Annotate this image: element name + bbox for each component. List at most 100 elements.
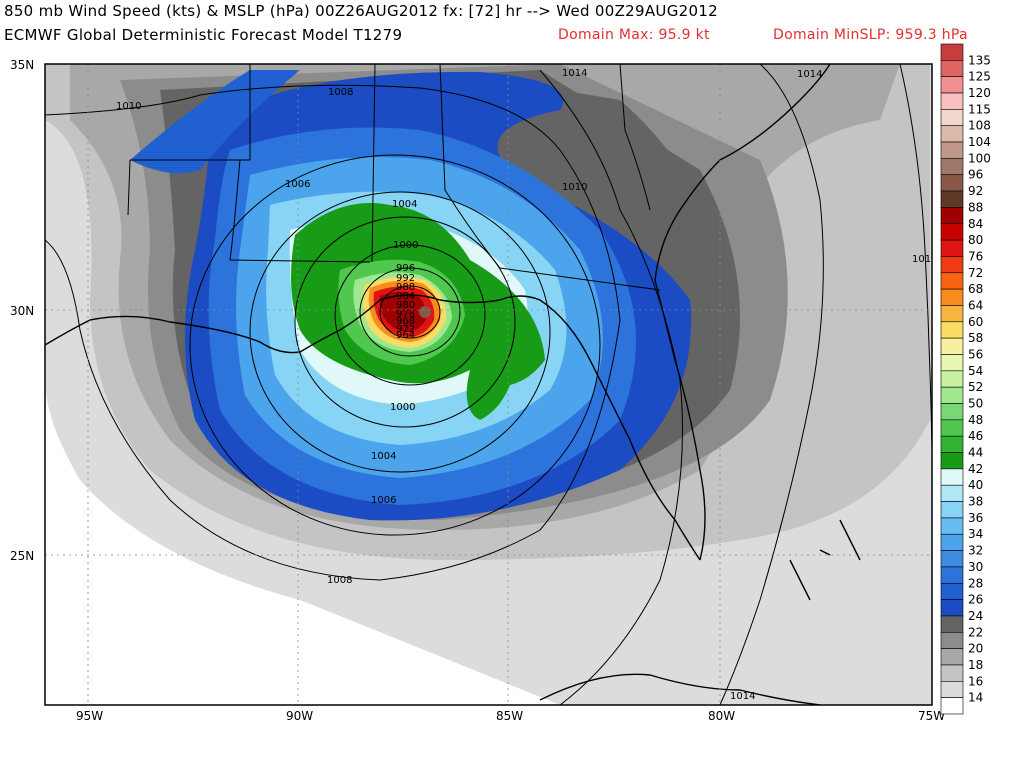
legend-level-label: 42 [968, 462, 983, 476]
legend-swatch [940, 615, 964, 633]
legend-level-label: 92 [968, 184, 983, 198]
eye-wind-zone [419, 306, 431, 318]
legend-level-label: 44 [968, 446, 983, 460]
legend-level-label: 34 [968, 527, 983, 541]
legend-swatch [940, 681, 964, 698]
isobar-label: 996 [396, 263, 415, 274]
legend-swatch [940, 664, 964, 682]
lat-label: 25N [10, 549, 34, 563]
wind-zone-26-nw [130, 70, 300, 174]
legend-swatch [940, 550, 964, 568]
legend-swatch [940, 501, 964, 519]
legend-level-label: 125 [968, 70, 991, 84]
legend-swatch [940, 533, 964, 551]
legend-level-label: 30 [968, 560, 983, 574]
legend-level-label: 96 [968, 168, 983, 182]
isobar-label: 1000 [390, 402, 415, 413]
legend-level-label: 64 [968, 298, 983, 312]
lon-label: 80W [708, 709, 735, 723]
isobar-label: 964 [396, 330, 415, 341]
legend-level-label: 46 [968, 429, 983, 443]
legend-swatch [940, 190, 964, 208]
state-borders [127, 64, 661, 291]
legend-swatch [940, 337, 964, 355]
isobar-label: 976 [396, 309, 415, 320]
legend-level-label: 22 [968, 625, 983, 639]
legend-swatch [940, 174, 964, 192]
legend-level-label: 54 [968, 364, 983, 378]
lon-label: 85W [496, 709, 523, 723]
title-line-2: ECMWF Global Deterministic Forecast Mode… [4, 26, 403, 44]
legend-swatch [940, 452, 964, 470]
lon-label: 75W [918, 709, 945, 723]
isobar-label: 1014 [797, 69, 822, 80]
map-area: 1010 1008 1006 1004 1000 996 992 988 984… [45, 64, 937, 705]
legend-level-label: 52 [968, 380, 983, 394]
isobar-label: 1010 [562, 182, 587, 193]
domain-min-slp-label: Domain MinSLP: 959.3 hPa [773, 27, 968, 43]
legend-level-label: 28 [968, 576, 983, 590]
lon-axis: 95W 90W 85W 80W 75W [76, 709, 945, 723]
legend-swatch [940, 109, 964, 127]
legend-swatch [940, 43, 964, 61]
lat-label: 30N [10, 304, 34, 318]
legend-swatch [940, 321, 964, 339]
isobar-label: 1016 [912, 254, 937, 265]
legend-level-label: 84 [968, 217, 983, 231]
legend-level-label: 20 [968, 642, 983, 656]
legend-level-label: 72 [968, 266, 983, 280]
legend-level-label: 26 [968, 593, 983, 607]
legend-swatch [940, 223, 964, 241]
isobar-label: 1004 [392, 199, 417, 210]
legend-level-label: 50 [968, 397, 983, 411]
coastlines [45, 64, 861, 705]
legend-level-label: 18 [968, 658, 983, 672]
legend-swatch [940, 468, 964, 486]
wind-zone-22-east [560, 90, 720, 260]
lat-axis: 35N 30N 25N [10, 58, 34, 563]
isobar-label: 1014 [562, 68, 587, 79]
lon-label: 95W [76, 709, 103, 723]
legend-level-label: 40 [968, 478, 983, 492]
isobar-label: 988 [396, 282, 415, 293]
legend-swatch [940, 582, 964, 600]
legend-swatch [940, 305, 964, 323]
legend-swatch [940, 370, 964, 388]
legend-swatch [940, 288, 964, 306]
legend-level-label: 60 [968, 315, 983, 329]
legend-level-label: 115 [968, 102, 991, 116]
isobar-label: 1014 [730, 691, 755, 702]
legend-swatch [940, 599, 964, 617]
legend-swatch [940, 158, 964, 176]
legend-level-label: 80 [968, 233, 983, 247]
legend-level-label: 24 [968, 609, 983, 623]
legend-swatch [940, 566, 964, 584]
isobar-label: 1008 [327, 575, 352, 586]
map-frame [44, 63, 933, 706]
legend-swatch [940, 403, 964, 421]
isobar-label: 1004 [371, 451, 396, 462]
legend-swatch [940, 92, 964, 110]
legend-level-label: 68 [968, 282, 983, 296]
legend-level-label: 76 [968, 249, 983, 263]
legend-swatch [940, 631, 964, 649]
isobar-label: 1008 [328, 87, 353, 98]
legend-swatch [940, 207, 964, 225]
legend-level-label: 16 [968, 674, 983, 688]
isobar-label: 968 [396, 316, 415, 327]
legend-swatch [940, 256, 964, 274]
isobar-label: 1010 [116, 101, 141, 112]
legend-level-label: 108 [968, 119, 991, 133]
legend-swatch [940, 435, 964, 453]
title-line-1: 850 mb Wind Speed (kts) & MSLP (hPa) 00Z… [4, 2, 719, 20]
legend-level-label: 88 [968, 200, 983, 214]
legend-level-label: 38 [968, 495, 983, 509]
legend-level-label: 104 [968, 135, 991, 149]
legend-level-label: 58 [968, 331, 983, 345]
legend-swatch [940, 648, 964, 666]
lat-label: 35N [10, 58, 34, 72]
legend-swatch [940, 272, 964, 290]
isobar-label: 980 [396, 300, 415, 311]
domain-max-label: Domain Max: 95.9 kt [558, 27, 710, 43]
